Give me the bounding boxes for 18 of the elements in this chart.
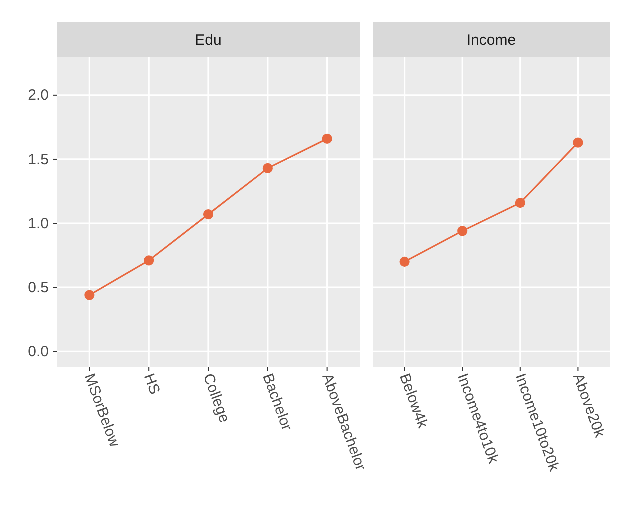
y-tick-label: 0.0 <box>28 343 49 360</box>
chart-title: Income <box>466 32 516 49</box>
point <box>262 163 273 174</box>
y-tick-label: 0.5 <box>28 279 49 296</box>
point <box>573 138 584 148</box>
x-tick-label: HS <box>140 372 164 397</box>
y-tick-label: 1.5 <box>28 151 49 168</box>
point <box>400 256 410 267</box>
y-tick-label: 2.0 <box>28 87 49 104</box>
point <box>84 290 95 300</box>
point <box>458 226 468 236</box>
x-tick-label: College <box>200 372 234 426</box>
point <box>203 210 214 220</box>
chart-title: Edu <box>195 32 222 49</box>
point <box>515 198 526 208</box>
y-tick-label: 1.0 <box>28 215 49 232</box>
point <box>144 256 154 266</box>
point <box>322 134 332 144</box>
